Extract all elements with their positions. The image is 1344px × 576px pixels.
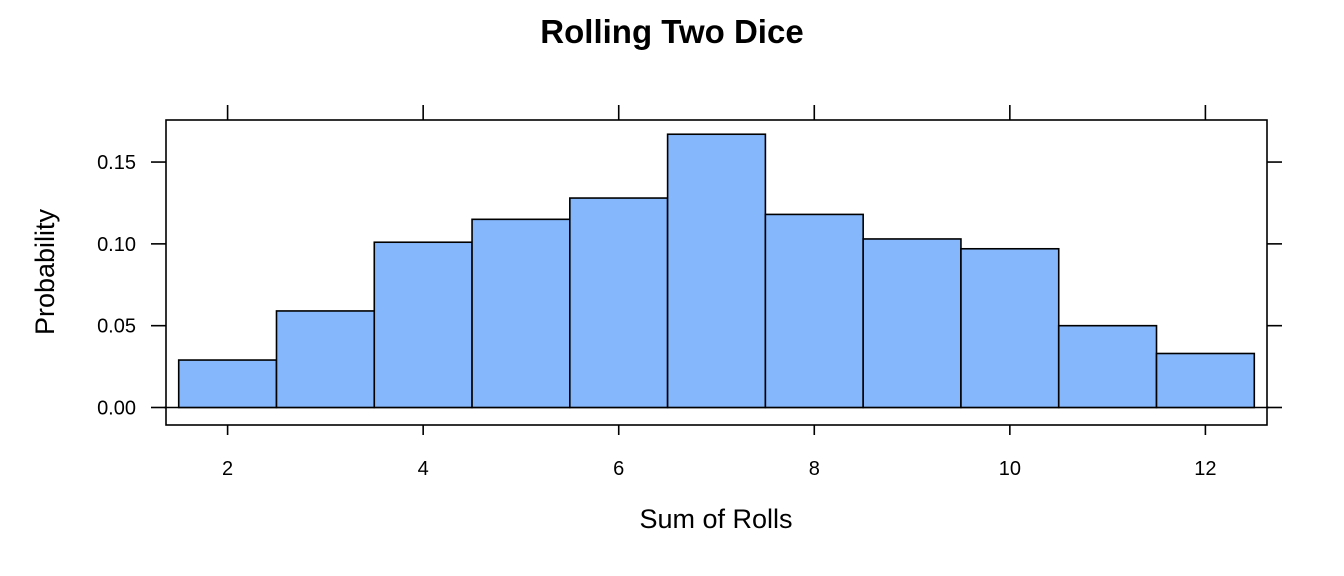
x-tick-label: 4 <box>418 458 429 480</box>
x-tick-label: 12 <box>1194 458 1216 480</box>
bar-2 <box>177 359 278 409</box>
bar-3 <box>275 310 376 409</box>
y-tick-label: 0.10 <box>97 234 136 256</box>
y-tick-label: 0.00 <box>97 397 136 419</box>
y-axis-label: Probability <box>30 208 60 335</box>
bar-5 <box>471 218 571 409</box>
x-tick-label: 2 <box>222 458 233 480</box>
x-tick-label: 6 <box>613 458 624 480</box>
bar-12 <box>1155 352 1256 409</box>
x-tick-label: 10 <box>999 458 1021 480</box>
bar-11 <box>1057 324 1158 409</box>
y-tick-label: 0.05 <box>97 316 136 338</box>
y-tick-label: 0.15 <box>97 152 136 174</box>
x-axis-label: Sum of Rolls <box>639 504 792 534</box>
x-tick-label: 8 <box>809 458 820 480</box>
bar-6 <box>569 197 669 409</box>
bar-8 <box>764 213 864 409</box>
bar-4 <box>373 241 473 409</box>
chart-title: Rolling Two Dice <box>540 13 803 50</box>
plot-frame <box>165 119 1268 426</box>
plot-panel: 2 4 6 8 10 12 0.00 0.05 0.10 0.15 <box>97 105 1282 480</box>
bar-7 <box>666 133 767 409</box>
bar-10 <box>960 247 1060 409</box>
bar-9 <box>862 238 962 409</box>
